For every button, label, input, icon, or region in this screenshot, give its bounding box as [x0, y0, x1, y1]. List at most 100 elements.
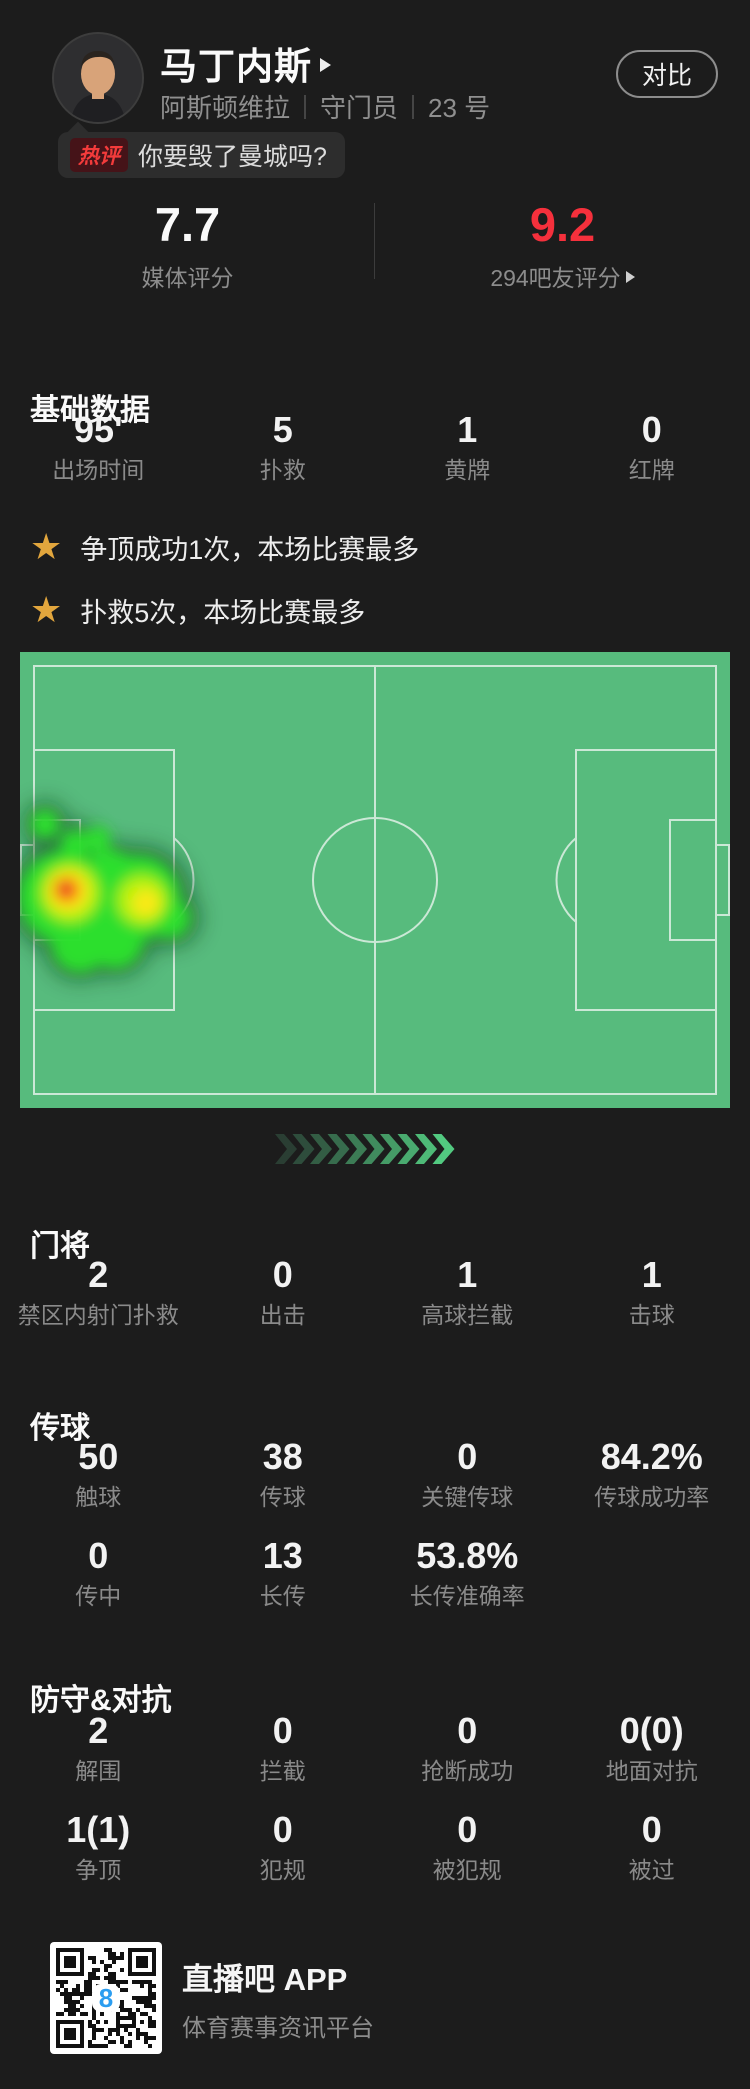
stat-cell: 0 犯规	[191, 1808, 376, 1885]
stat-cell: 1(1) 争顶	[6, 1808, 191, 1885]
highlight-text: 扑救5次，本场比赛最多	[80, 597, 366, 628]
section-title-goalkeeper: 门将	[30, 1229, 90, 1263]
basic-stats-grid: 95' 出场时间 5 扑救 1 黄牌 0 红牌	[0, 408, 750, 485]
player-portrait-image	[54, 34, 142, 122]
stat-value: 84.2%	[600, 1436, 703, 1477]
section-title-passing: 传球	[30, 1411, 90, 1445]
player-name-row[interactable]: 马丁内斯	[160, 36, 331, 90]
stat-cell: 0 被过	[560, 1808, 745, 1885]
heatmap-pitch	[9, 652, 730, 1108]
stat-label: 被犯规	[432, 1857, 502, 1883]
stat-cell: 0(0) 地面对抗	[560, 1709, 745, 1786]
stat-label: 长传准确率	[409, 1583, 525, 1609]
stat-cell: 13 长传	[191, 1534, 376, 1611]
stat-cell: 5 扑救	[191, 408, 376, 485]
highlight-text: 争顶成功1次，本场比赛最多	[80, 534, 420, 565]
hot-comment-badge: 热评	[70, 138, 128, 172]
stat-value: 0	[88, 1535, 109, 1576]
hot-comment-bubble[interactable]: 热评 你要毁了曼城吗?	[58, 132, 345, 178]
stat-label: 高球拦截	[421, 1302, 514, 1328]
stat-label: 抢断成功	[421, 1758, 514, 1784]
star-icon: ★	[30, 526, 63, 567]
section-title-defense: 防守&对抗	[30, 1683, 172, 1717]
stat-value: 0	[641, 409, 662, 450]
qr-code: 8	[50, 1942, 162, 2054]
stat-value: 0	[457, 1809, 478, 1850]
stat-label: 传中	[75, 1583, 122, 1609]
stat-value: 95'	[73, 409, 123, 450]
compare-button[interactable]: 对比	[616, 50, 718, 98]
player-meta: 阿斯顿维拉 守门员 23 号	[160, 88, 490, 125]
name-expand-arrow-icon	[320, 58, 331, 72]
stat-value: 1	[641, 1254, 662, 1295]
meta-divider	[412, 94, 415, 119]
player-avatar[interactable]	[54, 34, 142, 122]
stat-value: 0	[457, 1710, 478, 1751]
stat-value: 0	[457, 1436, 478, 1477]
svg-text:8: 8	[99, 1983, 113, 2013]
stat-cell: 38 传球	[191, 1435, 376, 1512]
stat-label: 传球成功率	[594, 1484, 710, 1510]
stat-cell: 1 黄牌	[375, 408, 560, 485]
player-name: 马丁内斯	[160, 46, 312, 87]
media-score: 7.7	[154, 198, 221, 251]
stat-cell: 1 击球	[560, 1253, 745, 1330]
stat-cell: 0 关键传球	[375, 1435, 560, 1512]
stat-value: 1	[457, 1254, 478, 1295]
hot-comment-text: 你要毁了曼城吗?	[138, 143, 327, 171]
stat-value: 1(1)	[66, 1809, 131, 1850]
fan-score-arrow-icon	[625, 271, 635, 283]
stat-cell: 50 触球	[6, 1435, 191, 1512]
section-title-basic: 基础数据	[30, 393, 150, 427]
defense-stats-grid: 2 解围 0 拦截 0 抢断成功 0(0) 地面对抗 1(1) 争顶	[0, 1709, 750, 1885]
stat-label: 解围	[75, 1758, 122, 1784]
stat-cell: 0 传中	[6, 1534, 191, 1611]
passing-stats-grid: 50 触球 38 传球 0 关键传球 84.2% 传球成功率 0 传中	[0, 1435, 750, 1611]
highlight-row: ★ 争顶成功1次，本场比赛最多	[30, 525, 419, 569]
stat-value: 0	[272, 1254, 293, 1295]
stat-value: 2	[88, 1710, 109, 1751]
stat-label: 出场时间	[52, 457, 145, 483]
ratings-divider	[374, 203, 375, 279]
stat-label: 争顶	[75, 1857, 122, 1883]
stat-label: 长传	[259, 1583, 306, 1609]
stat-label: 红牌	[628, 457, 675, 483]
fan-rating[interactable]: 9.2 294吧友评分	[375, 199, 750, 293]
stat-cell: 2 禁区内射门扑救	[6, 1253, 191, 1330]
stat-label: 拦截	[259, 1758, 306, 1784]
stat-label: 击球	[628, 1302, 675, 1328]
stat-value: 38	[262, 1436, 303, 1477]
stat-cell: 0 拦截	[191, 1709, 376, 1786]
stat-cell: 1 高球拦截	[375, 1253, 560, 1330]
stat-value: 0	[272, 1809, 293, 1850]
app-description: 体育赛事资讯平台	[182, 2015, 374, 2042]
heatmap-blob	[9, 802, 200, 980]
media-rating: 7.7 媒体评分	[0, 199, 375, 293]
stat-cell: 95' 出场时间	[6, 408, 191, 485]
stat-label: 触球	[75, 1484, 122, 1510]
stat-value: 1	[457, 409, 478, 450]
stat-value: 5	[272, 409, 293, 450]
meta-divider	[304, 94, 307, 119]
stat-label: 出击	[259, 1302, 306, 1328]
stat-label: 被过	[628, 1857, 675, 1883]
stat-cell: 0 红牌	[560, 408, 745, 485]
stat-label: 犯规	[259, 1857, 306, 1883]
stat-label: 传球	[259, 1484, 306, 1510]
stat-value: 2	[88, 1254, 109, 1295]
app-name: 直播吧 APP	[182, 1962, 348, 1997]
stat-cell: 0 抢断成功	[375, 1709, 560, 1786]
player-position: 守门员	[320, 93, 399, 123]
stat-value: 13	[262, 1535, 303, 1576]
stat-cell: 0 出击	[191, 1253, 376, 1330]
media-score-label: 媒体评分	[141, 265, 234, 291]
goalkeeper-stats-grid: 2 禁区内射门扑救 0 出击 1 高球拦截 1 击球	[0, 1253, 750, 1330]
star-icon: ★	[30, 589, 63, 630]
progress-chevrons	[0, 1132, 750, 1166]
stat-value: 0	[641, 1809, 662, 1850]
stat-value: 0	[272, 1710, 293, 1751]
team-name: 阿斯顿维拉	[160, 93, 291, 123]
highlight-row: ★ 扑救5次，本场比赛最多	[30, 588, 365, 632]
stat-label: 地面对抗	[605, 1758, 698, 1784]
